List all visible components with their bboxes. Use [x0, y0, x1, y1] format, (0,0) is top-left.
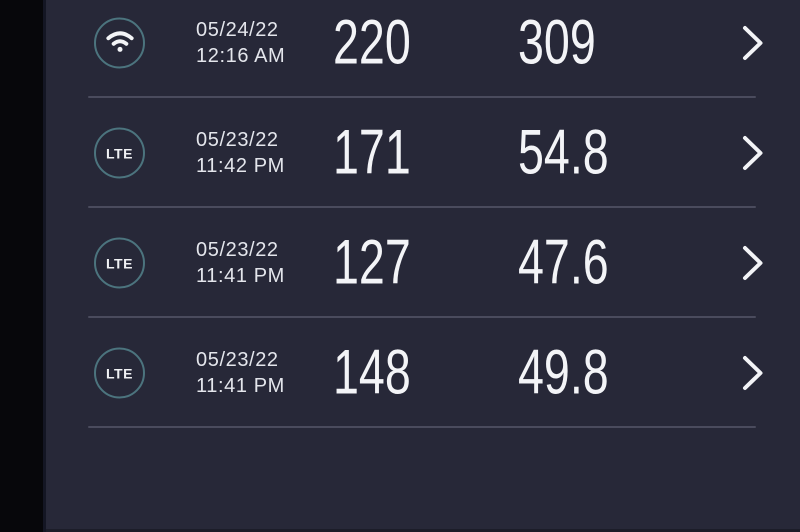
row-divider	[88, 206, 756, 208]
history-row[interactable]: 05/24/22 12:16 AM 220 309	[0, 0, 800, 98]
upload-value: 47.6	[518, 227, 609, 298]
chevron-right-icon	[742, 135, 764, 172]
test-date: 05/24/22	[196, 19, 279, 41]
history-row[interactable]: LTE 05/23/22 11:42 PM 171 54.8	[0, 98, 800, 208]
test-datetime: 05/23/22 11:41 PM	[196, 347, 285, 399]
bottom-shade	[43, 529, 800, 532]
connection-badge	[94, 17, 145, 69]
download-value: 127	[333, 227, 411, 298]
upload-value: 54.8	[518, 117, 609, 188]
test-datetime: 05/23/22 11:41 PM	[196, 237, 285, 289]
row-divider	[88, 426, 756, 428]
test-date: 05/23/22	[196, 129, 279, 151]
test-time: 11:42 PM	[196, 155, 285, 177]
download-value: 148	[333, 337, 411, 408]
test-date: 05/23/22	[196, 239, 279, 261]
test-date: 05/23/22	[196, 349, 279, 371]
lte-badge-label: LTE	[106, 255, 133, 271]
lte-badge-label: LTE	[106, 145, 133, 161]
download-value: 171	[333, 117, 411, 188]
upload-value: 309	[518, 7, 596, 78]
lte-badge-label: LTE	[106, 365, 133, 381]
test-time: 11:41 PM	[196, 375, 285, 397]
wifi-icon	[105, 29, 134, 57]
test-time: 11:41 PM	[196, 265, 285, 287]
test-time: 12:16 AM	[196, 45, 286, 67]
chevron-right-icon	[742, 25, 764, 62]
history-row[interactable]: LTE 05/23/22 11:41 PM 127 47.6	[0, 208, 800, 318]
row-divider	[88, 96, 756, 98]
connection-badge: LTE	[94, 127, 145, 179]
test-datetime: 05/24/22 12:16 AM	[196, 17, 285, 69]
connection-badge: LTE	[94, 237, 145, 289]
test-datetime: 05/23/22 11:42 PM	[196, 127, 285, 179]
left-edge-strip	[0, 0, 46, 532]
chevron-right-icon	[742, 355, 764, 392]
connection-badge: LTE	[94, 347, 145, 399]
chevron-right-icon	[742, 245, 764, 282]
upload-value: 49.8	[518, 337, 609, 408]
history-list: 05/24/22 12:16 AM 220 309 LTE 05/23/22 1…	[0, 0, 800, 428]
history-row[interactable]: LTE 05/23/22 11:41 PM 148 49.8	[0, 318, 800, 428]
download-value: 220	[333, 7, 411, 78]
row-divider	[88, 316, 756, 318]
